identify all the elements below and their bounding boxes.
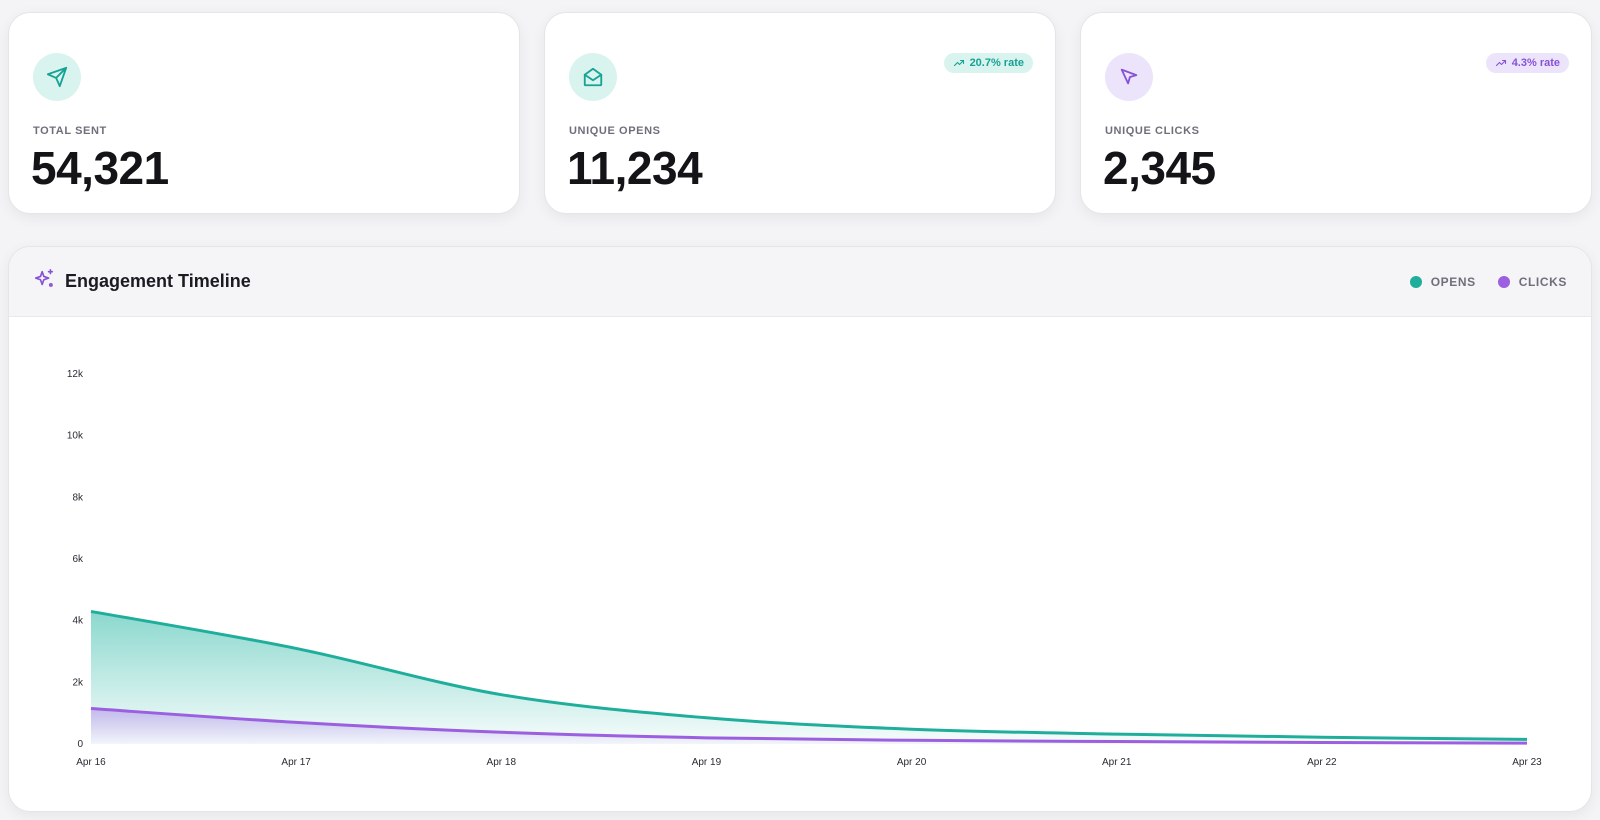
x-tick-label: Apr 19 [692, 757, 722, 768]
chart-legend: OPENS CLICKS [1409, 274, 1567, 289]
x-tick-label: Apr 22 [1307, 757, 1337, 768]
cursor-icon [1105, 53, 1153, 101]
legend-dot [1497, 275, 1510, 288]
chart-title: Engagement Timeline [65, 271, 251, 291]
legend-label: CLICKS [1518, 274, 1567, 289]
series-layer [90, 609, 1528, 745]
legend-label: OPENS [1430, 274, 1476, 289]
y-tick-label: 4k [72, 616, 84, 627]
rate-badge: 20.7% rate [943, 53, 1033, 73]
engagement-timeline-card: Engagement Timeline OPENS CLICKS 0 2k 4k 6k… [8, 246, 1592, 812]
unique-opens-card: 20.7% rate UNIQUE OPENS 11,234 [544, 12, 1056, 214]
series-area-clicks [91, 708, 1527, 744]
x-tick-label: Apr 16 [76, 757, 106, 768]
stat-label: TOTAL SENT [33, 125, 107, 137]
series-area-opens [91, 611, 1527, 744]
total-sent-card: TOTAL SENT 54,321 [8, 12, 520, 214]
legend-item-opens[interactable]: OPENS [1409, 274, 1476, 289]
y-tick-label: 6k [72, 554, 84, 565]
x-tick-label: Apr 17 [281, 757, 311, 768]
send-icon [33, 53, 81, 101]
mail-open-icon [569, 53, 617, 101]
x-tick-label: Apr 21 [1102, 757, 1132, 768]
trending-up-icon [953, 59, 964, 67]
x-axis: Apr 16 Apr 17 Apr 18 Apr 19 Apr 20 Apr 21 Apr … [76, 757, 1542, 768]
rate-badge-text: 20.7% rate [969, 57, 1024, 69]
y-tick-label: 2k [72, 677, 84, 688]
chart-header: Engagement Timeline OPENS CLICKS [9, 247, 1591, 317]
stat-value: 11,234 [567, 142, 703, 194]
x-tick-label: Apr 18 [487, 757, 517, 768]
stat-value: 2,345 [1103, 142, 1216, 194]
series-line-clicks[interactable] [90, 707, 1528, 745]
x-tick-label: Apr 23 [1512, 757, 1542, 768]
rate-badge: 4.3% rate [1485, 53, 1569, 73]
stat-value: 54,321 [31, 142, 169, 194]
engagement-chart: 0 2k 4k 6k 8k 10k 12k Apr 16 Apr 17 Apr 18 Apr 19… [67, 369, 1542, 768]
y-tick-label: 8k [72, 492, 84, 503]
x-tick-label: Apr 20 [897, 757, 927, 768]
trending-up-icon [1495, 59, 1506, 67]
sparkles-icon [33, 268, 55, 295]
unique-clicks-card: 4.3% rate UNIQUE CLICKS 2,345 [1080, 12, 1592, 214]
stat-label: UNIQUE OPENS [569, 125, 661, 137]
stat-label: UNIQUE CLICKS [1105, 125, 1200, 137]
legend-dot [1409, 275, 1422, 288]
y-tick-label: 10k [67, 431, 84, 442]
y-tick-label: 0 [77, 739, 83, 750]
series-line-opens[interactable] [90, 609, 1528, 741]
legend-item-clicks[interactable]: CLICKS [1497, 274, 1567, 289]
y-axis: 0 2k 4k 6k 8k 10k 12k [67, 369, 84, 750]
y-tick-label: 12k [67, 369, 84, 380]
rate-badge-text: 4.3% rate [1511, 57, 1560, 69]
